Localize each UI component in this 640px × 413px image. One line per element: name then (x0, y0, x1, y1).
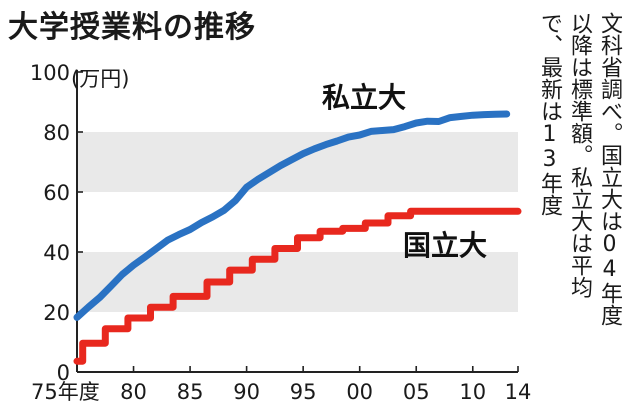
y-tick-label-5: 100 (30, 61, 70, 85)
x-tick-label-8: 14 (505, 380, 532, 404)
x-tick-label-2: 85 (177, 380, 204, 404)
x-tick-label-3: 90 (233, 380, 260, 404)
source-note-line-3: で、最新は13年度 (537, 12, 562, 216)
y-tick-label-3: 60 (43, 181, 70, 205)
grid-band-1 (77, 132, 518, 192)
source-note-line-1: 文科省調べ。国立大は04年度 (597, 12, 622, 326)
y-tick-label-2: 40 (43, 241, 70, 265)
grid-bands (77, 132, 518, 312)
source-note-line-2: 以降は標準額。私立大は平均 (567, 12, 592, 298)
chart-title: 大学授業料の推移 (8, 10, 256, 45)
series-line-1 (73, 207, 522, 365)
y-axis-ticks: 0 20 40 60 80 100 (30, 61, 83, 385)
series-label-private: 私立大 (322, 81, 406, 114)
x-tick-label-0: 75年度 (31, 380, 100, 404)
series-line-0 (73, 110, 511, 321)
x-tick-label-7: 10 (459, 380, 486, 404)
x-tick-label-5: 00 (346, 380, 373, 404)
x-tick-label-6: 05 (403, 380, 430, 404)
y-tick-label-0: 0 (57, 361, 70, 385)
x-axis-ticks: 75年度 80 85 90 95 00 05 10 14 (31, 366, 531, 404)
x-tick-label-4: 95 (290, 380, 317, 404)
unit-label: (万円) (71, 67, 129, 91)
series-lines (73, 110, 522, 365)
grid-band-0 (77, 252, 518, 312)
x-tick-label-1: 80 (120, 380, 147, 404)
y-tick-label-4: 80 (43, 121, 70, 145)
axes (76, 70, 518, 373)
y-tick-label-1: 20 (43, 301, 70, 325)
series-label-national: 国立大 (403, 229, 487, 262)
